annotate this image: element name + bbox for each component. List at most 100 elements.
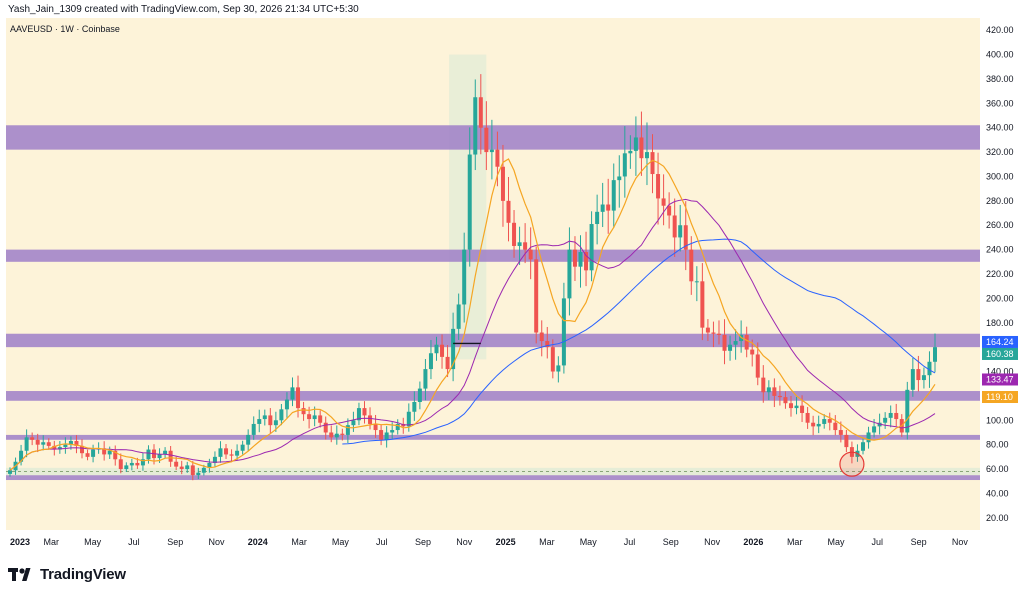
candle-54[interactable] (307, 414, 312, 420)
candle-42[interactable] (240, 444, 245, 451)
candle-9[interactable] (57, 447, 62, 450)
candle-39[interactable] (224, 448, 229, 455)
candle-167[interactable] (933, 347, 937, 362)
chart-area[interactable]: 20.0040.0060.0080.00100.00120.00140.0016… (0, 18, 1024, 553)
candle-44[interactable] (251, 423, 256, 435)
candle-166[interactable] (927, 361, 932, 376)
candle-107[interactable] (600, 204, 605, 212)
candle-78[interactable] (440, 344, 445, 357)
candle-68[interactable] (384, 432, 389, 440)
candle-20[interactable] (118, 459, 123, 470)
candle-41[interactable] (235, 450, 240, 456)
candle-48[interactable] (273, 420, 278, 426)
candle-137[interactable] (766, 387, 771, 393)
candle-46[interactable] (262, 415, 267, 420)
candle-88[interactable] (495, 149, 500, 167)
candle-69[interactable] (390, 430, 395, 433)
candle-6[interactable] (41, 442, 46, 445)
candle-115[interactable] (644, 152, 649, 159)
candle-100[interactable] (561, 298, 566, 366)
candle-82[interactable] (462, 249, 467, 305)
candle-79[interactable] (445, 356, 450, 370)
candle-124[interactable] (694, 281, 699, 283)
candle-133[interactable] (744, 334, 749, 350)
candle-105[interactable] (589, 224, 594, 271)
candle-163[interactable] (910, 369, 915, 390)
candle-101[interactable] (567, 249, 572, 299)
candle-144[interactable] (805, 412, 810, 423)
candle-53[interactable] (301, 408, 306, 415)
candle-155[interactable] (866, 432, 871, 443)
candle-66[interactable] (373, 423, 378, 431)
candle-10[interactable] (63, 444, 68, 448)
candle-15[interactable] (91, 449, 96, 457)
candle-24[interactable] (140, 459, 145, 466)
candle-23[interactable] (135, 462, 140, 466)
candle-111[interactable] (622, 153, 627, 177)
candle-31[interactable] (179, 466, 184, 470)
candle-25[interactable] (146, 449, 151, 460)
candle-95[interactable] (534, 259, 539, 333)
candle-149[interactable] (833, 422, 838, 431)
candle-154[interactable] (860, 442, 865, 451)
candle-150[interactable] (838, 430, 843, 435)
candle-123[interactable] (689, 249, 694, 282)
candle-90[interactable] (506, 200, 511, 223)
candle-142[interactable] (794, 405, 799, 409)
candle-96[interactable] (539, 332, 544, 342)
candle-32[interactable] (185, 465, 190, 470)
candle-47[interactable] (268, 415, 273, 426)
candle-83[interactable] (467, 154, 472, 250)
candle-85[interactable] (478, 97, 483, 128)
candle-118[interactable] (661, 198, 666, 206)
candle-99[interactable] (556, 365, 561, 372)
candle-35[interactable] (201, 467, 206, 473)
candle-87[interactable] (489, 149, 494, 153)
candle-37[interactable] (212, 456, 217, 463)
candle-110[interactable] (617, 176, 622, 181)
candle-8[interactable] (52, 445, 57, 450)
candle-92[interactable] (517, 242, 522, 246)
candle-129[interactable] (722, 334, 727, 351)
candle-138[interactable] (772, 387, 777, 396)
candle-141[interactable] (788, 403, 793, 409)
candle-80[interactable] (451, 328, 456, 370)
candle-40[interactable] (229, 454, 234, 456)
candle-29[interactable] (168, 450, 173, 462)
candle-151[interactable] (844, 434, 849, 448)
candle-7[interactable] (46, 442, 51, 446)
candle-106[interactable] (595, 211, 600, 225)
candle-159[interactable] (888, 412, 893, 418)
candle-143[interactable] (800, 405, 805, 413)
candle-122[interactable] (683, 225, 688, 250)
candle-3[interactable] (24, 437, 29, 451)
candle-131[interactable] (733, 341, 738, 345)
candle-19[interactable] (113, 450, 118, 460)
candlestick-chart[interactable]: 20.0040.0060.0080.00100.00120.00140.0016… (0, 18, 1024, 553)
candle-34[interactable] (196, 472, 201, 476)
candle-146[interactable] (816, 423, 821, 427)
candle-134[interactable] (750, 349, 755, 355)
candle-130[interactable] (728, 344, 733, 351)
candle-91[interactable] (512, 222, 517, 246)
candle-158[interactable] (883, 417, 888, 423)
candle-119[interactable] (667, 205, 672, 216)
candle-81[interactable] (456, 304, 461, 329)
candle-102[interactable] (572, 249, 577, 267)
candle-139[interactable] (777, 395, 782, 398)
candle-49[interactable] (279, 409, 284, 421)
candle-74[interactable] (417, 388, 422, 402)
candle-33[interactable] (190, 465, 195, 476)
candle-51[interactable] (290, 387, 295, 400)
candle-86[interactable] (484, 127, 489, 153)
candle-128[interactable] (716, 333, 721, 335)
candle-0[interactable] (8, 470, 12, 474)
candle-135[interactable] (755, 354, 760, 378)
candle-114[interactable] (639, 137, 644, 159)
candle-45[interactable] (257, 419, 262, 424)
candle-28[interactable] (163, 450, 168, 455)
candle-120[interactable] (672, 215, 677, 238)
candle-140[interactable] (783, 397, 788, 404)
candle-17[interactable] (102, 448, 107, 455)
candle-65[interactable] (368, 415, 373, 424)
